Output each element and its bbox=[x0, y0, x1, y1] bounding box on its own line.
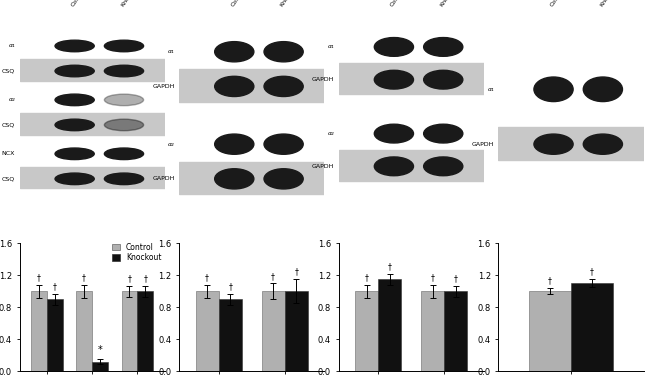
Bar bbox=[31, 291, 47, 371]
Bar bbox=[20, 167, 164, 188]
Text: CSQ: CSQ bbox=[2, 176, 15, 181]
Bar bbox=[92, 362, 108, 371]
Ellipse shape bbox=[55, 148, 94, 160]
Text: †: † bbox=[144, 274, 148, 283]
Text: Knockout: Knockout bbox=[599, 0, 619, 8]
Ellipse shape bbox=[214, 76, 254, 97]
Ellipse shape bbox=[424, 157, 463, 176]
Bar bbox=[20, 60, 164, 81]
Text: α₂: α₂ bbox=[328, 131, 334, 136]
Bar bbox=[179, 69, 324, 102]
Bar bbox=[137, 291, 153, 371]
Text: †: † bbox=[37, 273, 41, 282]
Text: Knockout: Knockout bbox=[120, 0, 141, 8]
Text: Control: Control bbox=[71, 0, 88, 8]
Ellipse shape bbox=[374, 124, 413, 143]
Bar bbox=[356, 291, 378, 371]
Bar bbox=[339, 150, 484, 181]
Bar bbox=[445, 291, 467, 371]
Ellipse shape bbox=[55, 65, 94, 77]
Bar bbox=[47, 299, 62, 371]
Text: GAPDH: GAPDH bbox=[152, 176, 175, 181]
Text: †: † bbox=[82, 273, 86, 282]
Ellipse shape bbox=[424, 70, 463, 89]
Ellipse shape bbox=[424, 124, 463, 143]
Bar bbox=[571, 283, 613, 371]
Ellipse shape bbox=[264, 134, 303, 154]
Bar bbox=[499, 127, 644, 160]
Bar bbox=[122, 291, 137, 371]
Text: Control: Control bbox=[390, 0, 407, 8]
Bar bbox=[179, 161, 324, 194]
Text: CSQ: CSQ bbox=[2, 122, 15, 127]
Ellipse shape bbox=[424, 38, 463, 56]
Text: GAPDH: GAPDH bbox=[472, 142, 494, 147]
Bar bbox=[339, 63, 484, 94]
Text: α₁: α₁ bbox=[8, 44, 15, 49]
Text: CSQ: CSQ bbox=[2, 69, 15, 74]
Text: †: † bbox=[53, 282, 57, 291]
Text: †: † bbox=[454, 274, 458, 283]
Bar bbox=[528, 291, 571, 371]
Text: GAPDH: GAPDH bbox=[152, 84, 175, 89]
Ellipse shape bbox=[264, 169, 303, 189]
Text: α₂: α₂ bbox=[8, 97, 15, 102]
Bar bbox=[378, 279, 402, 371]
Ellipse shape bbox=[264, 42, 303, 62]
Ellipse shape bbox=[534, 134, 573, 154]
Text: †: † bbox=[294, 268, 298, 277]
Ellipse shape bbox=[105, 148, 144, 160]
Text: †: † bbox=[127, 274, 131, 283]
Bar bbox=[76, 291, 92, 371]
Text: α₁: α₁ bbox=[488, 87, 494, 92]
Text: α₁: α₁ bbox=[328, 44, 334, 49]
Ellipse shape bbox=[55, 94, 94, 106]
Ellipse shape bbox=[105, 40, 144, 52]
Text: α₁: α₁ bbox=[168, 49, 175, 54]
Ellipse shape bbox=[534, 77, 573, 102]
Text: Control: Control bbox=[549, 0, 567, 8]
Ellipse shape bbox=[583, 134, 623, 154]
Ellipse shape bbox=[264, 76, 303, 97]
Bar bbox=[421, 291, 445, 371]
Text: NCX: NCX bbox=[2, 151, 15, 156]
Text: Control: Control bbox=[230, 0, 248, 8]
Ellipse shape bbox=[374, 70, 413, 89]
Text: Knockout: Knockout bbox=[280, 0, 300, 8]
Ellipse shape bbox=[105, 94, 144, 106]
Text: †: † bbox=[271, 272, 275, 281]
Bar bbox=[261, 291, 285, 371]
Ellipse shape bbox=[214, 42, 254, 62]
Text: †: † bbox=[388, 262, 392, 271]
Bar bbox=[218, 299, 242, 371]
Ellipse shape bbox=[374, 38, 413, 56]
Bar bbox=[285, 291, 307, 371]
Ellipse shape bbox=[583, 77, 623, 102]
Legend: Control, Knockout: Control, Knockout bbox=[110, 240, 164, 265]
Ellipse shape bbox=[214, 134, 254, 154]
Ellipse shape bbox=[55, 119, 94, 131]
Text: †: † bbox=[431, 273, 435, 282]
Text: Knockout: Knockout bbox=[439, 0, 460, 8]
Text: GAPDH: GAPDH bbox=[312, 77, 334, 82]
Bar bbox=[196, 291, 218, 371]
Ellipse shape bbox=[55, 173, 94, 185]
Ellipse shape bbox=[214, 169, 254, 189]
Ellipse shape bbox=[55, 40, 94, 52]
Text: GAPDH: GAPDH bbox=[312, 164, 334, 169]
Ellipse shape bbox=[105, 65, 144, 77]
Ellipse shape bbox=[374, 157, 413, 176]
Text: †: † bbox=[590, 268, 594, 277]
Text: †: † bbox=[205, 273, 209, 282]
Ellipse shape bbox=[105, 173, 144, 185]
Text: α₂: α₂ bbox=[168, 142, 175, 147]
Text: †: † bbox=[548, 277, 552, 285]
Bar bbox=[20, 113, 164, 135]
Ellipse shape bbox=[105, 119, 144, 131]
Text: *: * bbox=[98, 345, 102, 355]
Text: †: † bbox=[228, 282, 232, 291]
Text: †: † bbox=[365, 273, 369, 282]
